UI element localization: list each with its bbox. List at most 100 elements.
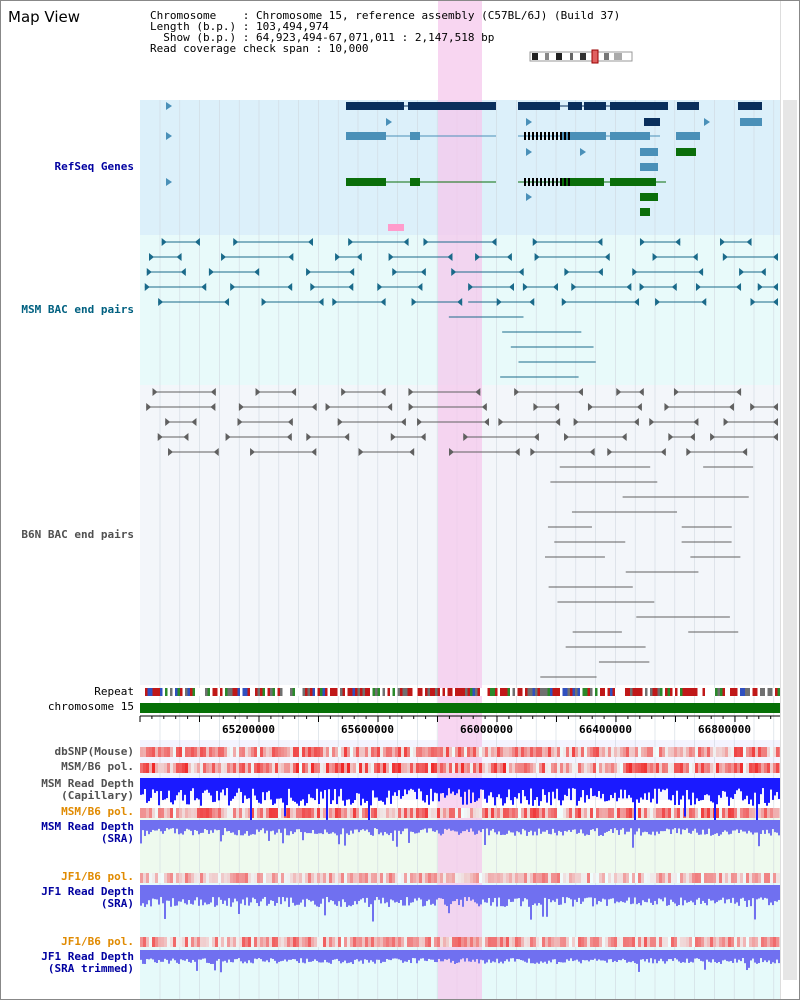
jf1-depth-sra [776, 885, 778, 902]
msm-pol2-band [638, 808, 641, 818]
msm-depth-sra [266, 820, 268, 831]
b6n-bac-pair-end [710, 433, 716, 441]
track-label-jf1-depth-sra[interactable]: JF1 Read Depth (SRA) [41, 886, 134, 910]
track-label-msm-bac[interactable]: MSM BAC end pairs [21, 303, 134, 316]
msm-depth-capillary [642, 778, 644, 800]
track-label-dbsnp[interactable]: dbSNP(Mouse) [54, 745, 134, 758]
msm-pol2-band [767, 808, 770, 818]
msm-depth-capillary [348, 778, 350, 800]
track-label-jf1-depth-trimmed[interactable]: JF1 Read Depth (SRA trimmed) [41, 951, 134, 975]
jf1-depth-sra [246, 885, 248, 898]
msm-depth-sra [170, 820, 172, 829]
msm-pol2-band [173, 808, 176, 818]
jf1-depth-trimmed [328, 950, 330, 963]
jf1-pol2-band [671, 937, 674, 947]
msm-pol-band [638, 763, 641, 773]
msm-depth-sra [690, 820, 692, 834]
track-label-refseq[interactable]: RefSeq Genes [54, 160, 134, 173]
jf1-depth-sra [774, 885, 776, 902]
dbsnp-band [512, 747, 515, 757]
track-label-msm-depth-sra[interactable]: MSM Read Depth (SRA) [41, 821, 134, 845]
dbsnp-band [686, 747, 689, 757]
repeat-segment [245, 688, 248, 696]
jf1-depth-trimmed [718, 950, 720, 962]
dbsnp-band [674, 747, 677, 757]
msm-depth-sra [436, 820, 438, 831]
msm-pol-band [407, 763, 410, 773]
track-label-msm-b6-pol-2[interactable]: MSM/B6 pol. [61, 805, 134, 818]
jf1-depth-sra [424, 885, 426, 906]
gene-exon-tick [556, 178, 558, 186]
msm-depth-capillary [306, 778, 308, 804]
jf1-depth-trimmed [224, 950, 226, 961]
jf1-pol2-band [233, 937, 236, 947]
msm-depth-sra [486, 820, 488, 829]
jf1-depth-trimmed [272, 950, 274, 959]
msm-depth-capillary [658, 778, 660, 789]
msm-depth-sra [202, 820, 204, 833]
track-label-jf1-b6-pol-2[interactable]: JF1/B6 pol. [61, 935, 134, 948]
msm-bac-pair-end [233, 238, 239, 246]
track-label-msm-depth-capillary[interactable]: MSM Read Depth (Capillary) [41, 778, 134, 802]
repeat-segment [667, 688, 670, 696]
jf1-depth-sra [588, 885, 590, 898]
track-label-msm-b6-pol[interactable]: MSM/B6 pol. [61, 760, 134, 773]
msm-depth-capillary [374, 778, 376, 798]
jf1-depth-trimmed [622, 950, 624, 959]
msm-pol-band [374, 763, 377, 773]
jf1-depth-trimmed [562, 950, 564, 963]
jf1-depth-sra [298, 885, 300, 905]
msm-pol-band [596, 763, 599, 773]
dbsnp-band [620, 747, 623, 757]
repeat-segment [492, 688, 495, 696]
jf1-depth-sra [678, 885, 680, 905]
jf1-depth-trimmed [442, 950, 444, 962]
jf1-depth-sra [144, 885, 146, 907]
repeat-segment [505, 688, 508, 696]
msm-pol2-band [332, 808, 335, 818]
jf1-pol2-band [407, 937, 410, 947]
msm-bac-pair-end [675, 238, 681, 246]
msm-depth-sra [610, 820, 612, 830]
jf1-pol-band [170, 873, 173, 883]
gene-strand-marker [166, 178, 172, 186]
jf1-depth-sra [534, 885, 536, 904]
msm-pol2-band [620, 808, 623, 818]
b6n-bac-pair-end [633, 418, 639, 426]
msm-depth-sra [670, 820, 672, 835]
dbsnp-band [638, 747, 641, 757]
jf1-pol2-band [302, 937, 305, 947]
msm-pol2-band [722, 808, 725, 818]
jf1-pol-band [512, 873, 515, 883]
track-label-b6n-bac[interactable]: B6N BAC end pairs [21, 528, 134, 541]
msm-pol2-band [155, 808, 158, 818]
msm-bac-pair-end [254, 268, 260, 276]
msm-pol-band [707, 763, 710, 773]
jf1-depth-trimmed [372, 950, 374, 962]
msm-bac-pair-end [161, 238, 167, 246]
jf1-depth-trimmed [418, 950, 420, 961]
msm-pol-band [188, 763, 191, 773]
scrollbar-thumb[interactable] [783, 100, 797, 980]
msm-bac-pair-end [773, 253, 778, 261]
msm-pol-band [515, 763, 518, 773]
jf1-depth-trimmed [226, 950, 228, 963]
msm-pol-band [413, 763, 416, 773]
jf1-pol2-band [488, 937, 491, 947]
b6n-bac-pair-end [664, 403, 670, 411]
jf1-depth-sra [656, 885, 658, 905]
msm-pol2-band [158, 808, 161, 818]
track-label-jf1-b6-pol[interactable]: JF1/B6 pol. [61, 870, 134, 883]
msm-depth-sra [652, 820, 654, 832]
msm-bac-pair-end [201, 283, 207, 291]
msm-depth-capillary [222, 778, 224, 790]
jf1-depth-sra [408, 885, 410, 906]
jf1-depth-trimmed [370, 950, 372, 961]
jf1-depth-sra [254, 885, 256, 900]
jf1-depth-trimmed [168, 950, 170, 964]
repeat-segment [767, 688, 770, 696]
jf1-pol2-band [587, 937, 590, 947]
jf1-depth-trimmed [694, 950, 696, 959]
jf1-depth-trimmed [616, 950, 618, 962]
